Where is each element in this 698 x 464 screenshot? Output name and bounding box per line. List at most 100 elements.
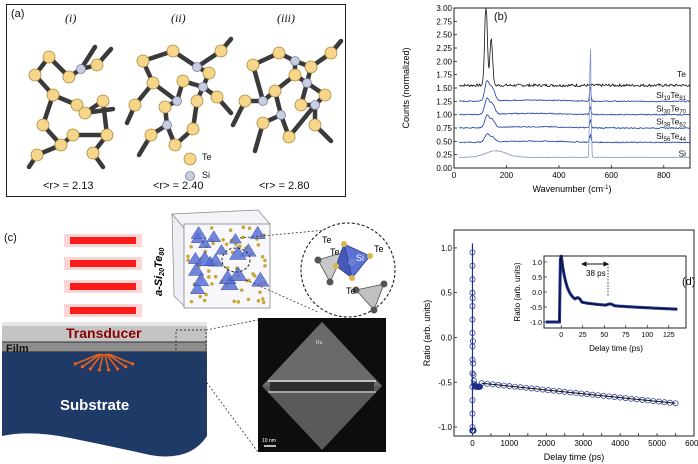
column-i-label: (i) xyxy=(65,11,77,25)
y-tick-label: 0.75 xyxy=(436,124,452,133)
data-point xyxy=(469,356,476,363)
raman-y-axis-label: Counts (normalized) xyxy=(401,47,411,128)
te-atom-dot xyxy=(246,297,251,302)
zoom-box xyxy=(175,329,207,361)
inset-y-tick-label: 0.5 xyxy=(532,275,542,282)
panel-b: 0.00 0.25 0.50 0.75 1.00 1.25 1.50 1.75 2.00 2.25… xyxy=(400,2,696,198)
y-tick-label: 1.00 xyxy=(436,111,452,120)
inset-te-label-2: Te xyxy=(330,247,340,257)
y-tick-label: 1.25 xyxy=(436,97,452,106)
te-atom xyxy=(168,138,182,152)
x-tick-label: 1000 xyxy=(500,439,518,448)
te-atom xyxy=(272,46,286,60)
te-atom-dot xyxy=(221,237,225,242)
laser-bar xyxy=(70,307,136,314)
te-atom xyxy=(128,98,142,112)
laser-bar xyxy=(70,260,136,267)
te-atom-dot xyxy=(209,226,214,230)
y-tick-label: 0.0 xyxy=(441,333,453,342)
te-atom-dot xyxy=(234,242,238,247)
te-atom-dot xyxy=(189,244,193,249)
te-atom xyxy=(288,68,302,82)
y-tick-label: 0.00 xyxy=(436,164,452,173)
si-tetrahedron xyxy=(214,243,229,255)
heat-arrow xyxy=(108,353,133,365)
te-atom-dot xyxy=(256,243,261,247)
experiment-schematic: a-Si20Te80 Transducer Film Substrate Te … xyxy=(2,209,396,457)
y-tick-label: 3.00 xyxy=(436,4,452,13)
te-atom-dot xyxy=(263,263,267,268)
cube-highlight-circle xyxy=(221,247,251,273)
heat-arrow xyxy=(81,353,102,368)
raman-series-label: Si38Te62 xyxy=(656,117,687,129)
y-tick-label: 1.50 xyxy=(436,84,452,93)
y-tick-label: 2.75 xyxy=(436,17,452,26)
si-tetrahedron xyxy=(228,233,242,244)
data-point xyxy=(469,276,476,283)
si-atom xyxy=(162,120,172,130)
si-tetrahedron xyxy=(251,271,270,287)
network-i xyxy=(26,44,116,170)
coordination-iii: <r> = 2.80 xyxy=(259,180,310,192)
heat-arrow-head xyxy=(80,365,84,369)
te-atom xyxy=(176,74,190,88)
tem-diamond-top xyxy=(262,322,382,386)
data-point xyxy=(470,360,477,367)
te-atom xyxy=(46,88,60,102)
y-tick-label: 1.0 xyxy=(441,244,453,253)
te-atom xyxy=(268,84,282,98)
raman-series-line xyxy=(459,114,690,130)
x-tick-label: 4000 xyxy=(611,439,629,448)
panel-c-label: (c) xyxy=(4,232,17,244)
x-tick-label: 800 xyxy=(657,171,671,180)
heat-arrow-head xyxy=(97,368,101,372)
te-atom xyxy=(186,122,200,136)
y-tick-label: -1.0 xyxy=(438,423,452,432)
inset-fit-line xyxy=(545,255,678,323)
te-atom-dot xyxy=(202,298,207,303)
laser-pulses xyxy=(64,234,142,317)
data-point xyxy=(469,262,476,269)
inset-x-tick-label: 0 xyxy=(559,332,563,339)
si-atom xyxy=(310,100,320,110)
inset-y-axis-label: Ratio (arb. units) xyxy=(513,262,522,321)
x-tick-label: 5000 xyxy=(648,439,666,448)
x-tick-label: 600 xyxy=(605,171,619,180)
si-tetrahedron xyxy=(190,225,207,239)
data-point xyxy=(469,397,476,404)
y-tick-label: -0.5 xyxy=(438,378,452,387)
tdtr-x-axis-label: Delay time (ps) xyxy=(544,452,605,462)
raman-series-line xyxy=(459,80,690,103)
te-atom-dot xyxy=(186,254,190,259)
y-tick-label: 0.5 xyxy=(441,289,453,298)
inset-y-tick-label: -1.0 xyxy=(530,320,542,327)
te-atom-dot xyxy=(207,275,211,279)
panel-c: (c) xyxy=(0,200,400,464)
y-tick-label: 0.25 xyxy=(436,151,452,160)
panel-d: -1.0 -0.5 0.0 0.5 1.0 0 1000 2000 3000 4000 5000 6… xyxy=(420,226,698,464)
heat-arrow-head xyxy=(88,367,93,371)
te-atom xyxy=(36,118,50,132)
inset-si-label: Si xyxy=(356,253,364,263)
te-atom-dot xyxy=(228,228,233,232)
legend-si-marker xyxy=(185,171,195,181)
x-tick-label: 3000 xyxy=(574,439,592,448)
te-atom-dot xyxy=(189,299,194,304)
te-atom xyxy=(166,44,180,58)
si-tetrahedron xyxy=(228,245,247,260)
heat-arrow-head xyxy=(73,362,78,366)
panel-a: (a) (i) (ii) (iii) Te Si <r> = 2.13 <r> … xyxy=(6,4,346,197)
data-point xyxy=(469,303,476,310)
te-atom xyxy=(62,70,76,84)
si-tetrahedron xyxy=(192,272,210,287)
y-tick-label: 1.75 xyxy=(436,71,452,80)
film-layer xyxy=(2,342,207,352)
te-atom xyxy=(256,116,270,130)
te-atom xyxy=(70,98,84,112)
te-atom-dot xyxy=(204,292,208,297)
heat-arrow xyxy=(103,353,110,371)
transducer-highlight xyxy=(2,322,207,326)
heat-arrow xyxy=(98,353,105,371)
column-ii-label: (ii) xyxy=(171,11,186,25)
te-atom-dot xyxy=(210,282,214,286)
